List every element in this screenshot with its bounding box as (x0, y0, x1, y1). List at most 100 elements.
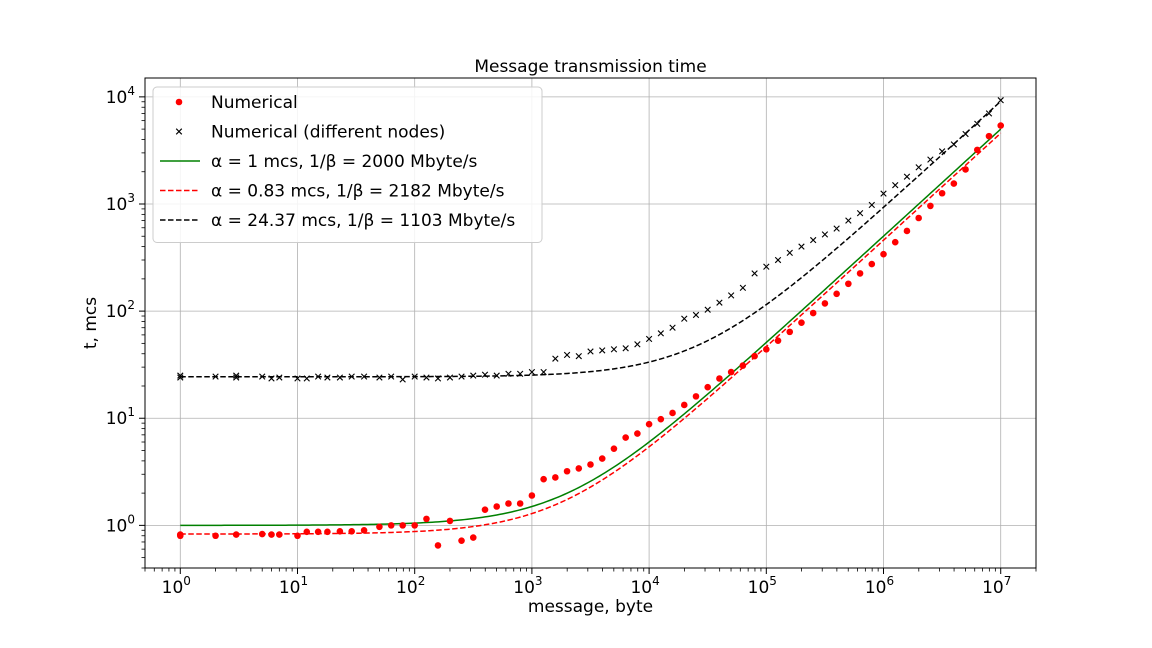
data-point (552, 355, 559, 362)
data-point (423, 515, 430, 523)
data-point (962, 166, 969, 173)
data-point (950, 180, 958, 187)
x-tick-exponent: 2 (418, 574, 426, 588)
data-point (727, 368, 735, 376)
data-point (399, 522, 406, 529)
data-point (324, 528, 331, 536)
data-point (845, 217, 852, 224)
data-point (680, 401, 688, 409)
data-point (516, 370, 524, 377)
data-point (516, 500, 524, 507)
data-point (336, 374, 344, 381)
data-point (446, 517, 454, 525)
data-point (774, 256, 782, 264)
data-point (387, 373, 395, 380)
data-point (915, 164, 922, 171)
x-axis-label: message, byte (528, 597, 653, 617)
x-tick-base: 10 (396, 578, 418, 598)
data-point (376, 523, 383, 531)
data-point (458, 373, 465, 380)
x-tick-base: 10 (748, 578, 770, 598)
data-point (233, 372, 240, 379)
data-point (268, 531, 275, 538)
data-point (810, 236, 817, 244)
legend-item: α = 0.83 mcs, 1/β = 2182 Mbyte/s (160, 182, 505, 202)
y-tick-exponent: 0 (127, 512, 135, 526)
series-line-4 (180, 100, 1002, 378)
data-point (821, 231, 829, 238)
data-point (809, 309, 817, 317)
x-tick-label: 103 (513, 574, 542, 598)
data-point (470, 372, 477, 379)
x-tick-base: 10 (865, 578, 887, 598)
data-point (324, 374, 331, 381)
y-tick-base: 10 (106, 516, 128, 536)
x-tick-label: 102 (396, 574, 425, 598)
legend-marker (175, 98, 183, 106)
data-point (212, 373, 219, 380)
data-point (177, 372, 184, 379)
data-point (645, 335, 653, 343)
data-point (233, 374, 240, 381)
data-point (856, 210, 864, 217)
data-point (763, 263, 770, 270)
legend-marker (175, 128, 183, 135)
data-point (880, 190, 887, 197)
data-point (493, 503, 501, 510)
data-point (314, 528, 322, 536)
data-point (575, 465, 583, 472)
legend-label: α = 24.37 mcs, 1/β = 1103 Mbyte/s (211, 211, 515, 231)
data-point (868, 260, 876, 268)
data-point (927, 156, 934, 163)
legend-box (152, 86, 543, 243)
data-point (903, 227, 911, 235)
data-point (303, 375, 310, 382)
data-point (434, 542, 442, 549)
y-tick-base: 10 (106, 302, 128, 322)
data-point (704, 383, 712, 391)
data-point (376, 374, 383, 381)
y-tick-label: 102 (106, 298, 135, 322)
data-point (892, 181, 899, 189)
y-tick-label: 103 (106, 191, 135, 215)
series-line-2 (180, 128, 1002, 527)
data-point (276, 374, 283, 381)
data-point (493, 372, 500, 379)
data-point (845, 280, 852, 288)
legend-item: α = 1 mcs, 1/β = 2000 Mbyte/s (160, 152, 478, 172)
y-tick-exponent: 3 (127, 191, 135, 205)
y-axis-label: t, mcs (81, 297, 101, 349)
data-point (915, 214, 922, 222)
y-tick-label: 100 (106, 512, 135, 536)
x-tick-base: 10 (982, 578, 1004, 598)
data-point (505, 370, 512, 377)
data-point (868, 201, 875, 209)
data-point (833, 225, 840, 232)
plot-series (176, 97, 1005, 549)
x-tick-exponent: 3 (535, 574, 543, 588)
legend-item: Numerical (175, 93, 298, 113)
data-point (259, 373, 266, 380)
data-point (716, 299, 723, 306)
data-point (563, 351, 571, 359)
x-tick-label: 105 (748, 574, 777, 598)
data-point (348, 373, 355, 380)
data-point (903, 173, 911, 180)
data-point (528, 492, 536, 499)
data-point (622, 434, 629, 441)
data-point (276, 531, 283, 538)
plot-frame (144, 77, 1037, 569)
data-point (446, 374, 454, 381)
data-point (657, 330, 665, 337)
data-point (821, 300, 829, 307)
x-tick-label: 101 (279, 574, 308, 598)
data-point (540, 368, 547, 376)
data-point (786, 328, 794, 336)
x-tick-exponent: 5 (769, 574, 777, 588)
data-point (598, 455, 606, 462)
data-point (645, 420, 653, 428)
data-point (669, 409, 676, 417)
data-point (798, 243, 805, 250)
